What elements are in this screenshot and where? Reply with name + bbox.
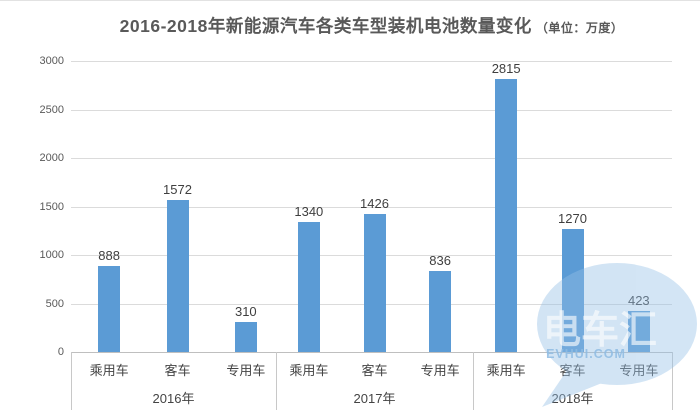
category-label: 专用车 — [420, 363, 460, 378]
category-label: 客车 — [361, 363, 388, 378]
year-group-label: 2017年 — [353, 391, 396, 406]
year-group-label: 2018年 — [551, 391, 594, 406]
gridline — [71, 109, 672, 111]
y-tick-label: 1000 — [39, 249, 64, 261]
chart-title-text: 2016-2018年新能源汽车各类车型装机电池数量变化 — [119, 16, 532, 36]
category-label: 客车 — [540, 363, 606, 379]
bar-value-label: 310 — [234, 303, 257, 319]
category-label: 客车 — [164, 363, 191, 378]
axis-divider — [71, 352, 72, 410]
bar — [627, 310, 650, 352]
category-label: 乘用车 — [89, 363, 129, 378]
y-tick-label: 3000 — [39, 55, 64, 67]
axis-divider — [672, 352, 673, 410]
gridline — [71, 206, 672, 208]
y-tick-label: 0 — [57, 346, 64, 358]
chart-unit-label: （单位：万度） — [535, 21, 624, 35]
bar-value-label: 2815 — [491, 60, 521, 76]
y-tick-label: 2000 — [39, 152, 64, 164]
gridline — [71, 158, 672, 159]
watermark-site: EVHUI.COM — [546, 347, 626, 361]
y-tick-label: 1500 — [39, 200, 64, 213]
bar-value-label: 836 — [429, 252, 451, 268]
bar-value-label: 1340 — [294, 204, 324, 220]
bar-value-label: 1426 — [360, 195, 389, 211]
bar — [98, 265, 121, 352]
bar — [561, 228, 584, 352]
category-label: 乘用车 — [486, 363, 526, 378]
y-tick-label: 500 — [45, 297, 64, 310]
bar — [363, 213, 386, 352]
bar — [297, 222, 320, 352]
y-tick-label: 2500 — [39, 103, 64, 116]
bar-value-label: 1270 — [558, 210, 587, 226]
bar-value-label: 1572 — [163, 181, 192, 197]
x-axis-line — [71, 352, 672, 353]
category-label: 乘用车 — [289, 363, 329, 378]
chart-title: 2016-2018年新能源汽车各类车型装机电池数量变化 （单位：万度） — [71, 13, 672, 38]
watermark-bubble-tail — [542, 363, 612, 407]
gridline — [71, 61, 672, 62]
bar — [429, 270, 452, 352]
watermark-bubble — [537, 263, 697, 385]
bar — [234, 321, 257, 352]
category-label: 专用车 — [226, 363, 266, 378]
bar-value-label: 888 — [98, 247, 120, 263]
watermark-logo: 电车汇 EVHUI.COM — [537, 263, 697, 407]
bar — [166, 199, 189, 352]
axis-divider — [473, 352, 474, 410]
year-group-label: 2016年 — [152, 391, 195, 406]
category-label: 专用车 — [606, 363, 672, 379]
bar — [495, 78, 518, 352]
axis-divider — [276, 352, 277, 410]
bar-value-label: 423 — [609, 293, 669, 309]
watermark-brand: 电车汇 — [543, 310, 657, 352]
